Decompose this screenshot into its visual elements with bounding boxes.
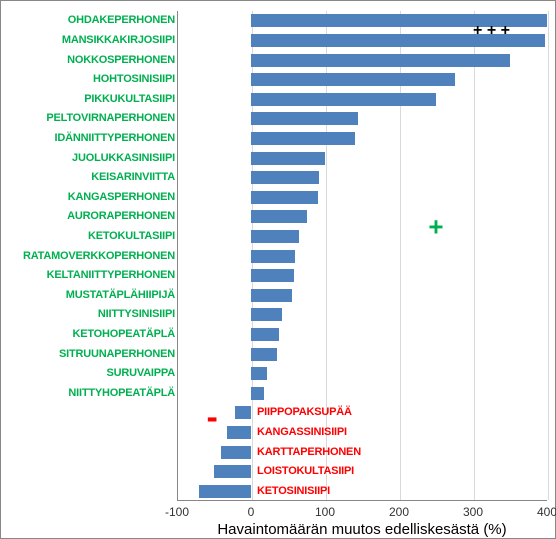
bar xyxy=(214,465,251,478)
category-label: KEISARINVIITTA xyxy=(91,171,175,184)
category-label: LOISTOKULTASIIPI xyxy=(257,465,354,478)
category-label: OHDAKEPERHONEN xyxy=(68,14,175,27)
category-label: SITRUUNAPERHONEN xyxy=(59,348,175,361)
category-label: NIITTYSINISIIPI xyxy=(98,308,175,321)
bar xyxy=(251,132,355,145)
category-label: RATAMOVERKKOPERHONEN xyxy=(23,250,175,263)
category-label: MANSIKKAKIRJOSIIPI xyxy=(62,34,175,47)
bar xyxy=(221,446,251,459)
category-label: KARTTAPERHONEN xyxy=(257,446,361,459)
bar xyxy=(251,191,318,204)
x-tick: 400 xyxy=(537,505,556,519)
bar xyxy=(251,230,299,243)
category-label: JUOLUKKASINISIIPI xyxy=(72,152,175,165)
category-label: MUSTATÄPLÄHIIPIJÄ xyxy=(66,289,175,302)
category-label: SURUVAIPPA xyxy=(107,367,176,380)
bar xyxy=(251,289,292,302)
category-label: HOHTOSINISIIPI xyxy=(93,73,175,86)
gridline xyxy=(474,11,475,500)
bar xyxy=(251,328,279,341)
x-tick: 300 xyxy=(463,505,483,519)
bar xyxy=(251,308,282,321)
x-axis-label: Havaintomäärän muutos edelliskesästä (%) xyxy=(217,521,506,538)
category-label: KETOHOPEATÄPLÄ xyxy=(72,328,175,341)
bar xyxy=(235,406,251,419)
bar xyxy=(251,348,277,361)
bar xyxy=(251,367,267,380)
bar xyxy=(251,152,325,165)
annotation: + + + xyxy=(473,22,510,40)
x-tick: 200 xyxy=(389,505,409,519)
category-label: AURORAPERHONEN xyxy=(67,210,175,223)
annotation: - xyxy=(206,398,217,437)
bar xyxy=(251,93,436,106)
category-label: PIKKUKULTASIIPI xyxy=(84,93,175,106)
bar xyxy=(251,269,294,282)
category-label: PELTOVIRNAPERHONEN xyxy=(46,112,175,125)
category-label: KANGASPERHONEN xyxy=(68,191,175,204)
gridline xyxy=(548,11,549,500)
annotation: + xyxy=(428,211,443,242)
category-label: KELTANIITTYPERHONEN xyxy=(47,269,175,282)
bar xyxy=(251,54,510,67)
bar xyxy=(227,426,251,439)
x-tick: -100 xyxy=(165,505,189,519)
x-tick: 0 xyxy=(248,505,255,519)
x-tick: 100 xyxy=(315,505,335,519)
bar xyxy=(251,171,319,184)
category-label: PIIPPOPAKSUPÄÄ xyxy=(257,406,352,419)
bar xyxy=(199,485,251,498)
bar xyxy=(251,250,295,263)
category-label: IDÄNNIITTYPERHONEN xyxy=(55,132,175,145)
category-label: NOKKOSPERHONEN xyxy=(67,54,175,67)
bar xyxy=(251,387,264,400)
category-label: KANGASSINISIIPI xyxy=(257,426,347,439)
chart-container: Havaintomäärän muutos edelliskesästä (%)… xyxy=(0,0,556,539)
bar xyxy=(251,112,358,125)
category-label: KETOKULTASIIPI xyxy=(88,230,175,243)
category-label: NIITTYHOPEATÄPLÄ xyxy=(68,387,175,400)
bar xyxy=(251,73,455,86)
category-label: KETOSINISIIPI xyxy=(257,485,330,498)
bar xyxy=(251,210,307,223)
